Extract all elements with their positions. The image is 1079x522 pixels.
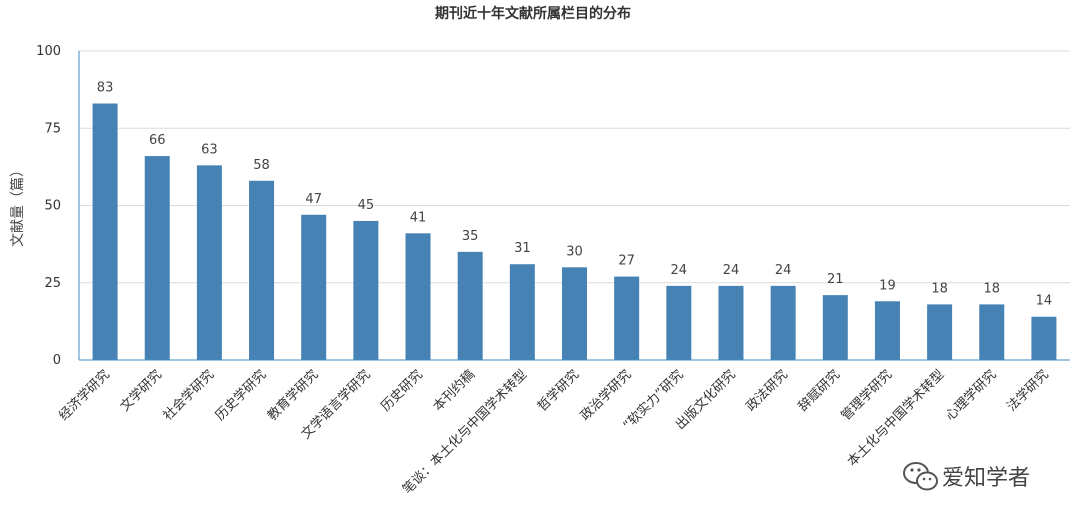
data-label: 58 (253, 158, 270, 173)
y-axis-label: 文献量（篇） (10, 163, 26, 247)
data-label: 14 (1036, 294, 1053, 309)
x-tick-label: 历史研究 (378, 367, 425, 414)
x-tick-label: 文学研究 (117, 367, 165, 415)
data-label: 35 (462, 229, 479, 244)
bar (927, 304, 953, 360)
watermark-text: 爱知学者 (942, 466, 1030, 491)
data-label: 21 (827, 272, 844, 287)
x-tick-label: 历史学研究 (212, 367, 269, 424)
chart-title: 期刊近十年文献所属栏目的分布 (435, 5, 631, 22)
data-label: 41 (410, 210, 427, 225)
x-tick-label: 经济学研究 (56, 367, 113, 424)
bar (718, 285, 744, 360)
bar (614, 276, 640, 360)
bar (874, 301, 900, 360)
x-tick-label: 教育学研究 (264, 367, 321, 424)
data-label: 18 (931, 281, 948, 296)
bar (1031, 316, 1057, 360)
x-tick-label: 政治学研究 (577, 367, 634, 424)
data-label: 31 (514, 241, 531, 256)
data-label: 18 (983, 281, 1000, 296)
y-axis-ticks: 0 25 50 75 100 (36, 44, 61, 368)
y-tick-label: 100 (36, 44, 61, 59)
y-tick-label: 25 (44, 276, 61, 291)
bar (405, 233, 431, 360)
bars (92, 103, 1057, 360)
data-label: 47 (305, 192, 322, 207)
bar (353, 220, 379, 360)
data-labels: 83 66 63 58 47 45 41 35 31 30 27 24 24 24 21 19 18 18 14 (97, 81, 1052, 309)
x-tick-label: 管理学研究 (838, 367, 895, 424)
data-label: 19 (879, 278, 896, 293)
data-label: 24 (723, 263, 740, 278)
x-tick-label: 心理学研究 (942, 367, 999, 424)
data-label: 24 (671, 263, 688, 278)
data-label: 30 (566, 244, 583, 259)
bar (822, 295, 848, 360)
data-label: 27 (618, 254, 635, 269)
bar (562, 267, 587, 360)
bar (979, 304, 1005, 360)
x-tick-label: 哲学研究 (534, 367, 582, 415)
watermark: 爱知学者 (903, 462, 1030, 491)
y-tick-label: 0 (53, 353, 61, 368)
wechat-icon (903, 462, 938, 491)
y-tick-label: 75 (44, 121, 61, 136)
bar (457, 251, 483, 360)
bar (144, 156, 170, 360)
data-label: 83 (97, 81, 114, 96)
data-label: 63 (201, 142, 218, 157)
x-tick-label: 辞赋研究 (796, 367, 843, 414)
bar (301, 214, 327, 360)
bar (92, 103, 118, 360)
bar (509, 264, 535, 360)
bar (666, 285, 692, 360)
bar (196, 165, 222, 360)
x-tick-label: 政法研究 (744, 367, 791, 414)
x-tick-label: 法学研究 (1004, 367, 1052, 415)
y-tick-label: 50 (44, 199, 61, 214)
bar (770, 285, 796, 360)
data-label: 45 (358, 198, 375, 213)
bar (249, 180, 275, 360)
x-tick-label: 本刊约稿 (430, 367, 478, 415)
x-tick-label: 社会学研究 (160, 367, 217, 424)
x-tick-label: 本土化与中国学术转型 (844, 367, 947, 470)
data-label: 66 (149, 133, 166, 148)
data-label: 24 (775, 263, 792, 278)
